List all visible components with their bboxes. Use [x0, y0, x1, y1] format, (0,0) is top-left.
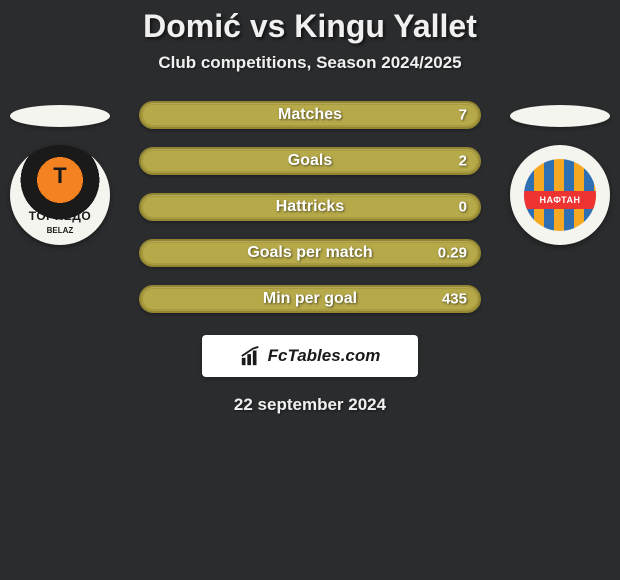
- stat-value-right: 435: [442, 291, 467, 308]
- left-club-label: ТОРПЕДО: [10, 209, 110, 223]
- date-text: 22 september 2024: [10, 395, 610, 415]
- title-player2: Kingu Yallet: [294, 8, 477, 44]
- title-vs: vs: [250, 8, 286, 44]
- subtitle: Club competitions, Season 2024/2025: [0, 53, 620, 73]
- branding-badge[interactable]: FcTables.com: [202, 335, 418, 377]
- left-club-logo: ТОРПЕДО BELAZ: [10, 145, 110, 245]
- right-club-stripes-icon: НАФТАН: [524, 159, 596, 231]
- stat-label: Goals per match: [141, 244, 479, 262]
- page-title: Domić vs Kingu Yallet: [0, 8, 620, 45]
- right-club-band: НАФТАН: [524, 191, 596, 209]
- stat-bar: Min per goal435: [139, 285, 481, 313]
- stat-label: Min per goal: [141, 290, 479, 308]
- stat-bar: Matches7: [139, 101, 481, 129]
- stat-value-right: 2: [459, 153, 467, 170]
- left-player-column: ТОРПЕДО BELAZ: [10, 101, 110, 245]
- stat-bars: Matches7Goals2Hattricks0Goals per match0…: [139, 101, 481, 313]
- stat-value-right: 0.29: [438, 245, 467, 262]
- stat-bar: Hattricks0: [139, 193, 481, 221]
- page-root: Domić vs Kingu Yallet Club competitions,…: [0, 0, 620, 580]
- stat-bar: Goals2: [139, 147, 481, 175]
- branding-text: FcTables.com: [268, 346, 381, 366]
- right-club-logo: НАФТАН: [510, 145, 610, 245]
- stat-label: Hattricks: [141, 198, 479, 216]
- stat-value-right: 7: [459, 107, 467, 124]
- content-area: ТОРПЕДО BELAZ НАФТАН Matches7 Goals2 Hattr…: [0, 101, 620, 415]
- stat-label: Matches: [141, 106, 479, 124]
- stat-label: Goals: [141, 152, 479, 170]
- stat-value-right: 0: [459, 199, 467, 216]
- left-ellipse-icon: [10, 105, 110, 127]
- stat-bar: Goals per match0.29: [139, 239, 481, 267]
- chart-icon: [240, 345, 262, 367]
- right-player-column: НАФТАН: [510, 101, 610, 245]
- left-club-sublabel: BELAZ: [10, 226, 110, 235]
- title-player1: Domić: [143, 8, 241, 44]
- right-ellipse-icon: [510, 105, 610, 127]
